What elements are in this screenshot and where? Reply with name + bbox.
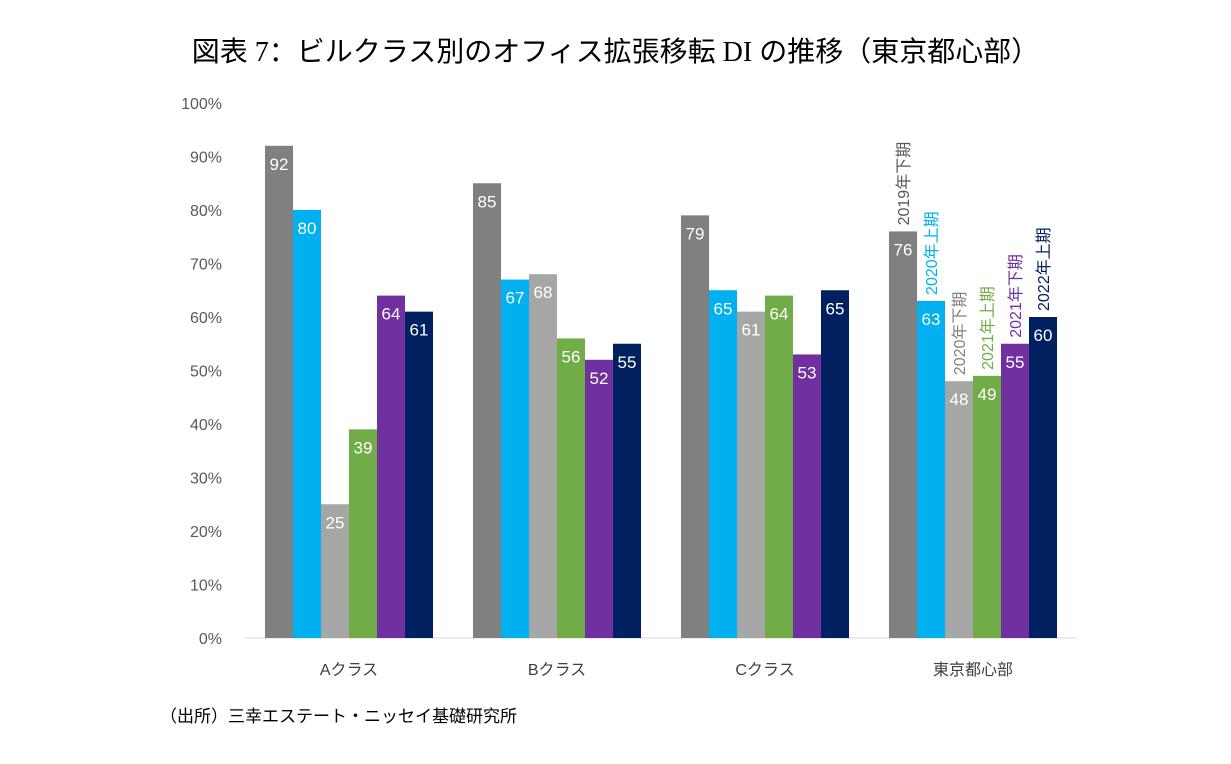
bar bbox=[889, 231, 917, 638]
bar bbox=[613, 343, 641, 638]
bar bbox=[585, 359, 613, 638]
data-label: 53 bbox=[798, 363, 817, 382]
bar bbox=[709, 290, 737, 638]
data-label: 55 bbox=[618, 353, 637, 372]
y-tick-label: 50% bbox=[190, 364, 222, 381]
data-label: 60 bbox=[1034, 326, 1053, 345]
series-label: 2019年下期 bbox=[895, 142, 913, 226]
data-label: 55 bbox=[1006, 353, 1025, 372]
data-label: 65 bbox=[826, 299, 845, 318]
data-label: 64 bbox=[770, 305, 789, 324]
y-tick-label: 0% bbox=[199, 631, 222, 648]
y-tick-label: 10% bbox=[190, 578, 222, 595]
x-tick-label: Aクラス bbox=[320, 661, 378, 679]
data-label: 76 bbox=[894, 240, 913, 259]
bar bbox=[765, 295, 793, 638]
bar bbox=[1029, 317, 1057, 638]
series-label: 2021年上期 bbox=[979, 286, 997, 370]
bar bbox=[265, 145, 293, 639]
bar bbox=[737, 311, 765, 638]
source-note: （出所）三幸エステート・ニッセイ基礎研究所 bbox=[160, 707, 517, 726]
data-label: 80 bbox=[298, 219, 317, 238]
x-tick-label: Cクラス bbox=[735, 661, 794, 679]
data-label: 56 bbox=[562, 347, 581, 366]
y-tick-label: 20% bbox=[190, 524, 222, 541]
data-label: 48 bbox=[950, 390, 969, 409]
bar bbox=[529, 274, 557, 638]
x-tick-label: 東京都心部 bbox=[933, 661, 1013, 679]
y-tick-label: 70% bbox=[190, 257, 222, 274]
x-tick-label: Bクラス bbox=[528, 661, 586, 679]
data-label: 63 bbox=[922, 310, 941, 329]
bar bbox=[501, 279, 529, 638]
data-label: 65 bbox=[714, 299, 733, 318]
data-label: 85 bbox=[478, 192, 497, 211]
bar bbox=[293, 210, 321, 638]
bar bbox=[557, 338, 585, 638]
y-tick-label: 90% bbox=[190, 150, 222, 167]
bar bbox=[793, 354, 821, 638]
data-label: 25 bbox=[326, 513, 345, 532]
chart-title: 図表 7：ビルクラス別のオフィス拡張移転 DI の推移（東京都心部） bbox=[191, 37, 1040, 68]
data-label: 61 bbox=[410, 321, 429, 340]
y-tick-label: 100% bbox=[181, 96, 222, 113]
bar bbox=[821, 290, 849, 638]
data-label: 61 bbox=[742, 321, 761, 340]
data-label: 79 bbox=[686, 224, 705, 243]
bar bbox=[1001, 343, 1029, 638]
data-label: 68 bbox=[534, 283, 553, 302]
y-tick-label: 30% bbox=[190, 471, 222, 488]
series-label: 2022年上期 bbox=[1035, 227, 1053, 311]
data-label: 49 bbox=[978, 385, 997, 404]
data-label: 67 bbox=[506, 289, 525, 308]
bar bbox=[917, 300, 945, 638]
y-tick-label: 40% bbox=[190, 417, 222, 434]
data-label: 52 bbox=[590, 369, 609, 388]
bar bbox=[405, 311, 433, 638]
y-tick-label: 60% bbox=[190, 310, 222, 327]
bar bbox=[681, 215, 709, 638]
series-label: 2021年下期 bbox=[1007, 254, 1025, 338]
data-label: 64 bbox=[382, 305, 401, 324]
bar bbox=[321, 504, 349, 638]
bar bbox=[377, 295, 405, 638]
series-label: 2020年上期 bbox=[923, 211, 941, 295]
bar bbox=[349, 429, 377, 638]
series-label: 2020年下期 bbox=[951, 292, 969, 376]
data-label: 39 bbox=[354, 438, 373, 457]
bar bbox=[945, 381, 973, 638]
data-label: 92 bbox=[270, 155, 289, 174]
bar bbox=[473, 183, 501, 638]
bar bbox=[973, 375, 1001, 638]
y-tick-label: 80% bbox=[190, 203, 222, 220]
